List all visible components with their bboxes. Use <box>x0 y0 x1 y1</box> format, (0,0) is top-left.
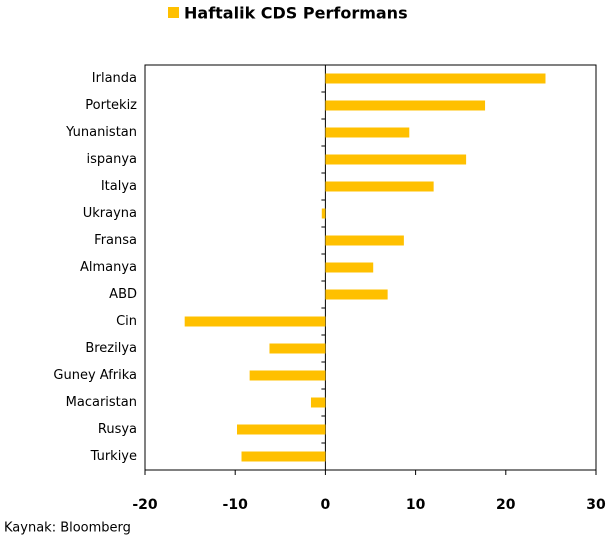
bar <box>325 154 467 165</box>
y-tick-label: Guney Afrika <box>53 368 137 383</box>
x-tick-label: 0 <box>321 497 331 513</box>
x-tick-label: 10 <box>406 497 426 513</box>
y-tick-label: Macaristan <box>66 395 137 410</box>
bar <box>310 397 326 408</box>
y-tick-label: Fransa <box>94 233 137 248</box>
y-tick-label: Portekiz <box>85 98 137 113</box>
bar <box>325 289 388 300</box>
legend-swatch <box>168 7 179 18</box>
x-tick-label: -20 <box>132 497 158 513</box>
bar <box>269 343 326 354</box>
bar <box>184 316 326 327</box>
source-note: Kaynak: Bloomberg <box>4 521 131 536</box>
bar <box>237 424 326 435</box>
plot-frame <box>144 64 597 471</box>
bar <box>321 208 326 219</box>
x-tick-label: -10 <box>223 497 249 513</box>
y-tick-label: Yunanistan <box>65 125 137 140</box>
bar <box>325 235 404 246</box>
bar <box>325 181 434 192</box>
y-tick-label: Brezilya <box>85 341 137 356</box>
y-tick-label: Irlanda <box>92 71 137 86</box>
bar <box>249 370 326 381</box>
x-tick-label: 20 <box>496 497 516 513</box>
y-tick-label: Italya <box>101 179 137 194</box>
y-tick-label: Rusya <box>98 422 137 437</box>
y-tick-label: Turkiye <box>90 449 137 464</box>
bar <box>241 451 326 462</box>
y-tick-label: ABD <box>109 287 137 302</box>
bar <box>325 73 546 84</box>
y-tick-label: Cin <box>116 314 137 329</box>
y-tick-label: Almanya <box>80 260 137 275</box>
y-tick-label: Ukrayna <box>83 206 137 221</box>
y-tick-label: ispanya <box>86 152 137 167</box>
bar <box>325 262 374 273</box>
x-tick-label: 30 <box>586 497 606 513</box>
bar <box>325 127 410 138</box>
bar <box>325 100 486 111</box>
legend-label: Haftalik CDS Performans <box>184 4 408 23</box>
